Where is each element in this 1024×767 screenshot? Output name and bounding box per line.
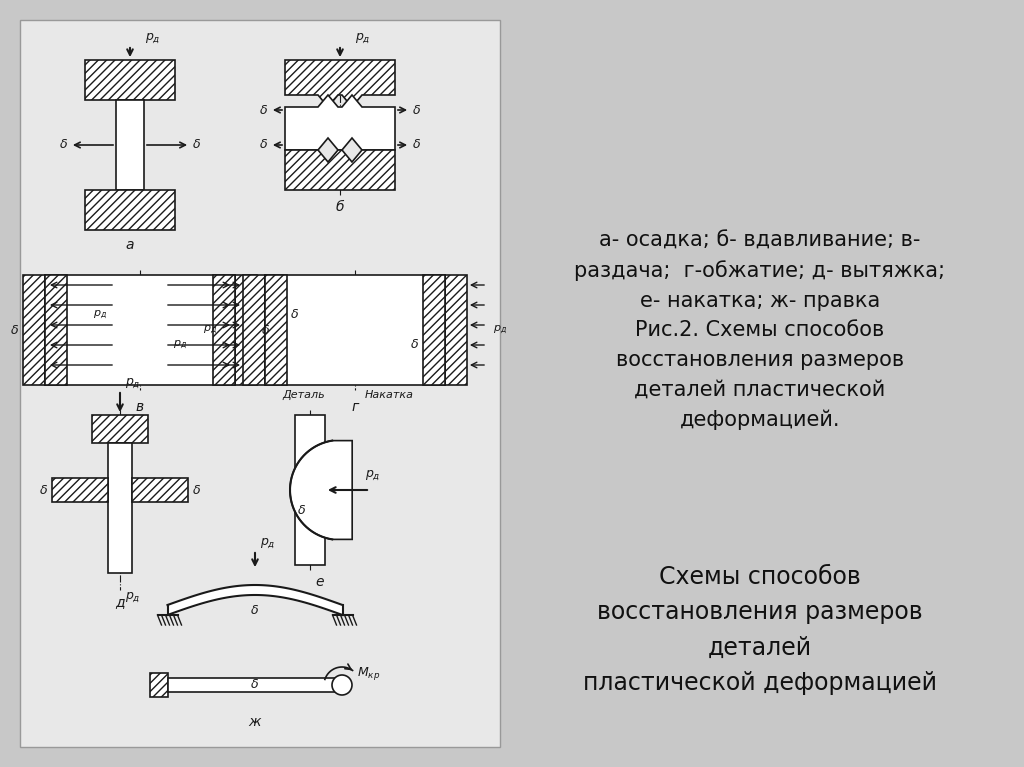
Text: $р_д$: $р_д$ xyxy=(493,324,507,336)
Circle shape xyxy=(332,675,352,695)
Text: $М_{кр}$: $М_{кр}$ xyxy=(357,664,380,682)
Text: δ: δ xyxy=(259,139,267,152)
Text: в: в xyxy=(136,400,144,414)
Text: $р_д$: $р_д$ xyxy=(125,590,140,604)
Bar xyxy=(52,478,108,502)
Bar xyxy=(243,275,265,385)
Bar xyxy=(265,275,287,385)
Bar xyxy=(23,275,45,385)
Text: $р_д$: $р_д$ xyxy=(145,31,161,45)
Bar xyxy=(92,415,148,443)
Bar xyxy=(295,415,325,565)
Text: $р_д$: $р_д$ xyxy=(365,468,381,482)
Text: δ: δ xyxy=(412,338,419,351)
Text: г: г xyxy=(351,400,358,414)
Text: δ: δ xyxy=(413,104,421,117)
Bar xyxy=(116,100,144,190)
Polygon shape xyxy=(290,440,352,539)
Bar xyxy=(234,275,257,385)
Text: δ: δ xyxy=(297,503,305,516)
Bar xyxy=(45,275,234,385)
Text: δ: δ xyxy=(251,604,259,617)
Polygon shape xyxy=(285,95,395,150)
Text: δ: δ xyxy=(413,139,421,152)
Bar xyxy=(445,275,467,385)
Bar xyxy=(213,275,234,385)
Polygon shape xyxy=(285,60,395,107)
Bar xyxy=(423,275,445,385)
Text: а- осадка; б- вдавливание; в-
раздача;  г-обжатие; д- вытяжка;
е- накатка; ж- пр: а- осадка; б- вдавливание; в- раздача; г… xyxy=(574,230,945,430)
Text: е: е xyxy=(315,575,325,589)
Text: $р_д$: $р_д$ xyxy=(260,536,275,550)
Polygon shape xyxy=(285,150,395,190)
Bar xyxy=(108,443,132,573)
Text: δ: δ xyxy=(251,679,259,692)
Bar xyxy=(168,678,342,692)
Text: δ: δ xyxy=(193,139,201,152)
Text: $р_д$: $р_д$ xyxy=(173,339,187,351)
Text: Накатка: Накатка xyxy=(365,390,414,400)
Text: ж: ж xyxy=(249,715,261,729)
Bar xyxy=(85,190,175,230)
Text: δ: δ xyxy=(59,139,67,152)
Text: δ: δ xyxy=(291,308,299,321)
Text: δ: δ xyxy=(39,483,47,496)
Text: δ: δ xyxy=(10,324,18,337)
Bar xyxy=(20,20,500,747)
Text: δ: δ xyxy=(259,104,267,117)
Text: δ: δ xyxy=(262,324,269,337)
Bar xyxy=(45,275,67,385)
Text: δ: δ xyxy=(193,483,201,496)
Text: $р_д$: $р_д$ xyxy=(355,31,371,45)
Bar xyxy=(85,60,175,100)
Text: д: д xyxy=(115,595,125,609)
Bar xyxy=(265,275,445,385)
Text: б: б xyxy=(336,200,344,214)
Text: а: а xyxy=(126,238,134,252)
Text: Деталь: Деталь xyxy=(282,390,325,400)
Text: $р_д$: $р_д$ xyxy=(203,324,217,336)
Bar xyxy=(132,478,188,502)
Text: $р_д$: $р_д$ xyxy=(93,308,106,321)
Text: Схемы способов
восстановления размеров
деталей
пластической деформацией: Схемы способов восстановления размеров д… xyxy=(583,565,937,695)
Text: $р_д$: $р_д$ xyxy=(125,376,140,390)
Bar xyxy=(150,673,168,697)
